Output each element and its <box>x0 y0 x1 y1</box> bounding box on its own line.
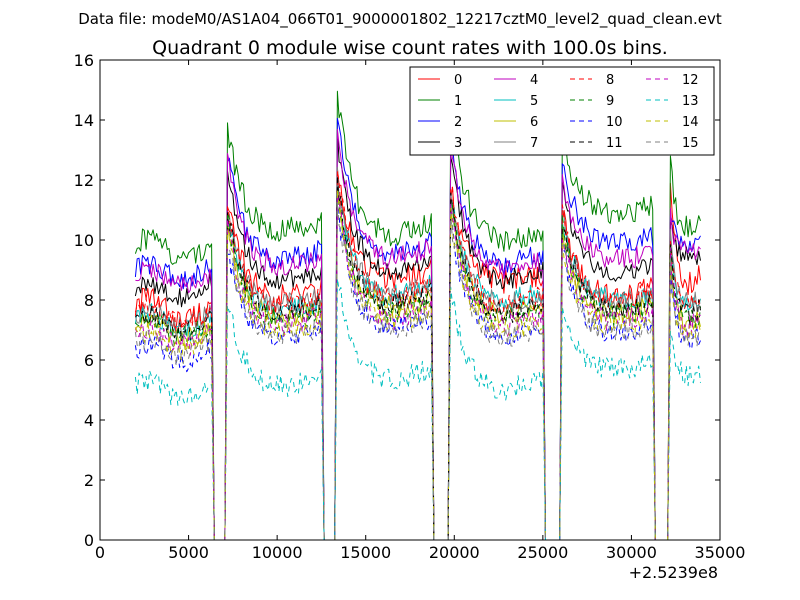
series-line-0 <box>134 167 701 540</box>
x-tick-label: 10000 <box>252 543 303 562</box>
legend-label-12: 12 <box>682 73 699 88</box>
legend-label-4: 4 <box>530 73 538 88</box>
series-line-14 <box>134 189 701 540</box>
x-tick-label: 0 <box>95 543 105 562</box>
x-tick-label: 15000 <box>340 543 391 562</box>
x-offset-label: +2.5239e8 <box>629 563 718 582</box>
series-line-11 <box>135 175 701 540</box>
series-line-7 <box>134 166 701 540</box>
x-tick-label: 35000 <box>695 543 746 562</box>
chart-suptitle: Data file: modeM0/AS1A04_066T01_90000018… <box>78 10 722 29</box>
series-layer <box>134 90 701 540</box>
series-line-10 <box>134 192 701 540</box>
y-tick-label: 0 <box>84 531 94 550</box>
legend-label-11: 11 <box>606 136 623 151</box>
legend-label-1: 1 <box>454 94 462 109</box>
legend-label-15: 15 <box>682 136 699 151</box>
series-line-13 <box>134 278 701 540</box>
series-line-5 <box>134 183 701 540</box>
series-line-15 <box>134 201 701 540</box>
legend-label-6: 6 <box>530 115 538 130</box>
legend-label-0: 0 <box>454 73 462 88</box>
legend-label-13: 13 <box>682 94 699 109</box>
x-tick-label: 5000 <box>168 543 209 562</box>
y-tick-label: 6 <box>84 351 94 370</box>
y-tick-label: 8 <box>84 291 94 310</box>
x-tick-label: 20000 <box>429 543 480 562</box>
axis-ticks: 0 5000 10000 15000 20000 25000 30000 35000 0 2 4 6 8… <box>74 51 746 562</box>
y-tick-label: 10 <box>74 231 94 250</box>
legend-label-2: 2 <box>454 115 462 130</box>
series-line-1 <box>134 90 701 540</box>
legend-label-5: 5 <box>530 94 538 109</box>
legend-label-9: 9 <box>606 94 614 109</box>
y-tick-label: 16 <box>74 51 94 70</box>
legend-label-14: 14 <box>682 115 699 130</box>
y-tick-label: 14 <box>74 111 94 130</box>
x-tick-label: 30000 <box>606 543 657 562</box>
legend-box <box>409 66 715 156</box>
series-line-2 <box>134 117 701 540</box>
legend-label-7: 7 <box>530 136 538 151</box>
series-line-9 <box>135 188 701 540</box>
series-line-4 <box>135 128 701 540</box>
x-tick-label: 25000 <box>517 543 568 562</box>
series-line-3 <box>134 129 701 540</box>
legend-label-3: 3 <box>454 136 462 151</box>
legend-label-10: 10 <box>606 115 623 130</box>
series-line-8 <box>134 170 701 540</box>
chart-title: Quadrant 0 module wise count rates with … <box>152 37 668 59</box>
legend-label-8: 8 <box>606 73 614 88</box>
y-tick-label: 4 <box>84 411 94 430</box>
y-tick-label: 12 <box>74 171 94 190</box>
y-tick-label: 2 <box>84 471 94 490</box>
